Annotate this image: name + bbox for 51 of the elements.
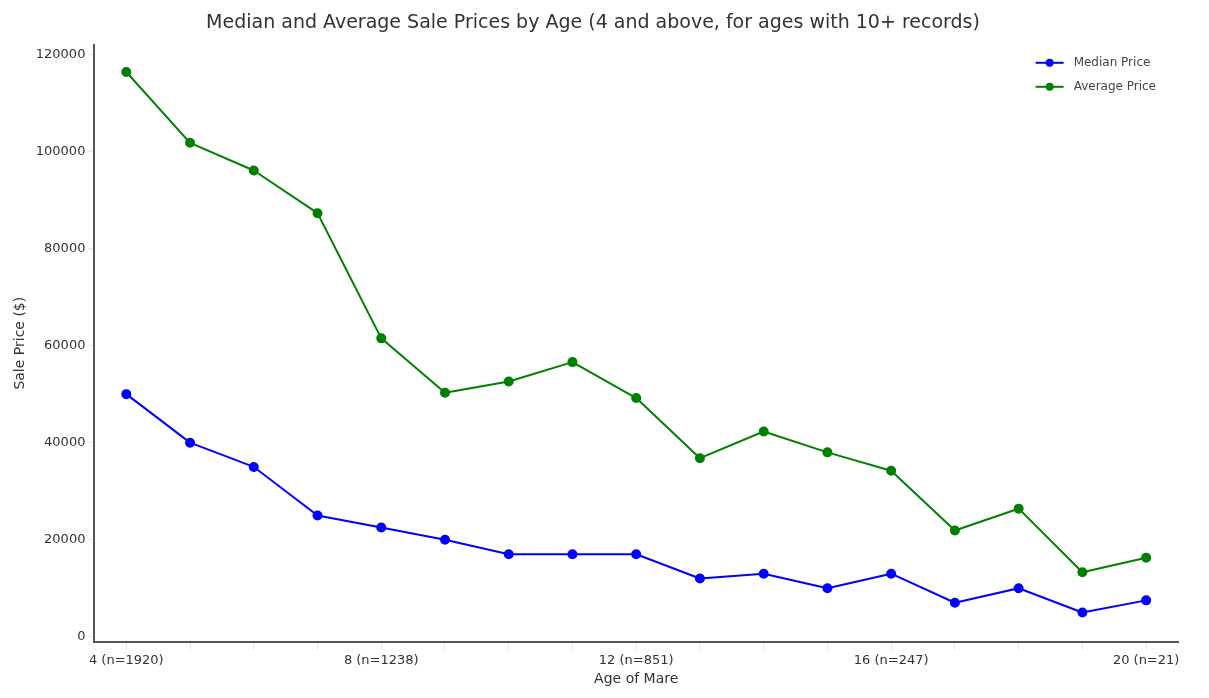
point [248,461,259,472]
point [949,597,960,608]
x-tick-label: 20 (n=21) [1112,651,1180,667]
x-axis-title: Age of Mare [594,670,679,687]
point [694,573,705,584]
point [886,568,897,579]
point [631,393,642,404]
point [1013,583,1024,594]
point [758,568,769,579]
point [1141,595,1152,606]
point [248,165,259,176]
point [121,389,132,400]
y-tick-label: 0 [77,628,86,644]
point [1077,607,1088,618]
point [567,549,578,560]
x-tick-label: 4 (n=1920) [88,651,164,667]
y-tick-label: 120000 [35,45,86,61]
point [503,549,514,560]
point [439,534,450,545]
x-tick-label: 12 (n=851) [598,651,674,667]
point [886,465,897,476]
point [758,426,769,437]
point [503,376,514,387]
point [567,357,578,368]
point [1077,567,1088,578]
point [185,437,196,448]
point [376,522,387,533]
x-tick-label: 16 (n=247) [853,651,929,667]
y-tick-label: 60000 [44,337,86,352]
point [121,66,132,77]
point [439,387,450,398]
chart-title: Median and Average Sale Prices by Age (4 and above, for ages with 10+ records) [206,10,980,33]
y-tick-label: 20000 [44,531,86,547]
y-axis-title: Sale Price ($) [11,296,28,390]
point [1013,503,1024,514]
point [1141,552,1152,563]
point [949,525,960,536]
x-tick-label: 8 (n=1238) [343,651,419,667]
y-tick-label: 80000 [44,239,86,255]
point [822,447,833,458]
legend-label: Average Price [1073,78,1157,93]
y-tick-label: 40000 [44,434,86,450]
point [694,453,705,464]
y-tick-label: 100000 [35,142,86,158]
point [185,137,196,148]
legend-label: Median Price [1073,54,1151,69]
point [822,583,833,594]
point [376,333,387,344]
point [631,549,642,560]
point [312,208,323,219]
point [312,510,323,521]
